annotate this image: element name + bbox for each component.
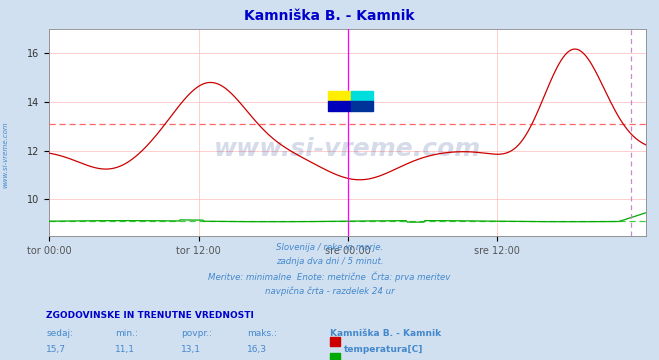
Bar xyxy=(328,91,351,101)
Text: Kamniška B. - Kamnik: Kamniška B. - Kamnik xyxy=(330,329,441,338)
Text: www.si-vreme.com: www.si-vreme.com xyxy=(2,121,9,188)
Text: 16,3: 16,3 xyxy=(247,345,267,354)
Text: min.:: min.: xyxy=(115,329,138,338)
Text: sedaj:: sedaj: xyxy=(46,329,73,338)
Bar xyxy=(351,91,373,101)
Text: www.si-vreme.com: www.si-vreme.com xyxy=(214,137,481,161)
Text: 11,1: 11,1 xyxy=(115,345,135,354)
Text: navpična črta - razdelek 24 ur: navpična črta - razdelek 24 ur xyxy=(265,286,394,296)
Text: ZGODOVINSKE IN TRENUTNE VREDNOSTI: ZGODOVINSKE IN TRENUTNE VREDNOSTI xyxy=(46,311,254,320)
Text: zadnja dva dni / 5 minut.: zadnja dva dni / 5 minut. xyxy=(275,257,384,266)
Text: maks.:: maks.: xyxy=(247,329,277,338)
Text: Kamniška B. - Kamnik: Kamniška B. - Kamnik xyxy=(244,9,415,23)
Text: 15,7: 15,7 xyxy=(46,345,66,354)
Text: Slovenija / reke in morje.: Slovenija / reke in morje. xyxy=(276,243,383,252)
Text: 13,1: 13,1 xyxy=(181,345,201,354)
Bar xyxy=(328,101,351,112)
Text: Meritve: minimalne  Enote: metrične  Črta: prva meritev: Meritve: minimalne Enote: metrične Črta:… xyxy=(208,272,451,282)
Text: temperatura[C]: temperatura[C] xyxy=(344,345,423,354)
Text: povpr.:: povpr.: xyxy=(181,329,212,338)
Bar xyxy=(351,101,373,112)
